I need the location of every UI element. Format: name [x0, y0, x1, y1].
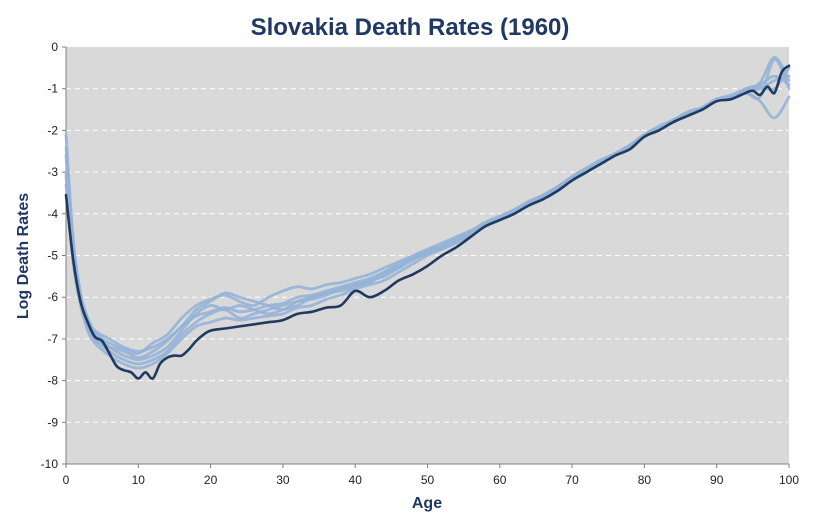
x-tick-label: 100	[779, 473, 799, 487]
x-tick-label: 20	[204, 473, 218, 487]
y-tick-label: 0	[51, 40, 58, 54]
y-axis-title: Log Death Rates	[15, 193, 32, 319]
x-tick-label: 90	[710, 473, 724, 487]
y-tick-label: -2	[47, 123, 58, 137]
x-axis-title: Age	[412, 495, 442, 512]
background-series-line-6	[64, 74, 791, 360]
x-tick-label: 50	[421, 473, 435, 487]
y-tick-label: -7	[47, 332, 58, 346]
x-tick-label: 60	[493, 473, 507, 487]
x-tick-label: 80	[638, 473, 652, 487]
highlight-series-line	[64, 64, 791, 380]
tick-labels: 0 -1 -2 -3 -4 -5 -6 -7 -8 -9 -10 0 10 20 30 40 50 60 70 80 9…	[41, 40, 800, 487]
x-tick-label: 0	[63, 473, 70, 487]
x-tick-label: 10	[132, 473, 146, 487]
y-tick-label: -3	[47, 165, 58, 179]
chart-title: Slovakia Death Rates (1960)	[251, 14, 570, 41]
series-group	[64, 56, 791, 380]
axes	[62, 46, 790, 468]
background-series-line-5	[64, 56, 791, 356]
y-tick-label: -8	[47, 374, 58, 388]
x-tick-label: 30	[276, 473, 290, 487]
y-tick-label: -5	[47, 249, 58, 263]
y-tick-label: -10	[41, 457, 59, 471]
y-tick-label: -4	[47, 207, 58, 221]
x-tick-label: 40	[349, 473, 363, 487]
x-tick-label: 70	[565, 473, 579, 487]
y-tick-label: -9	[47, 415, 58, 429]
y-tick-label: -6	[47, 290, 58, 304]
y-tick-label: -1	[47, 82, 58, 96]
